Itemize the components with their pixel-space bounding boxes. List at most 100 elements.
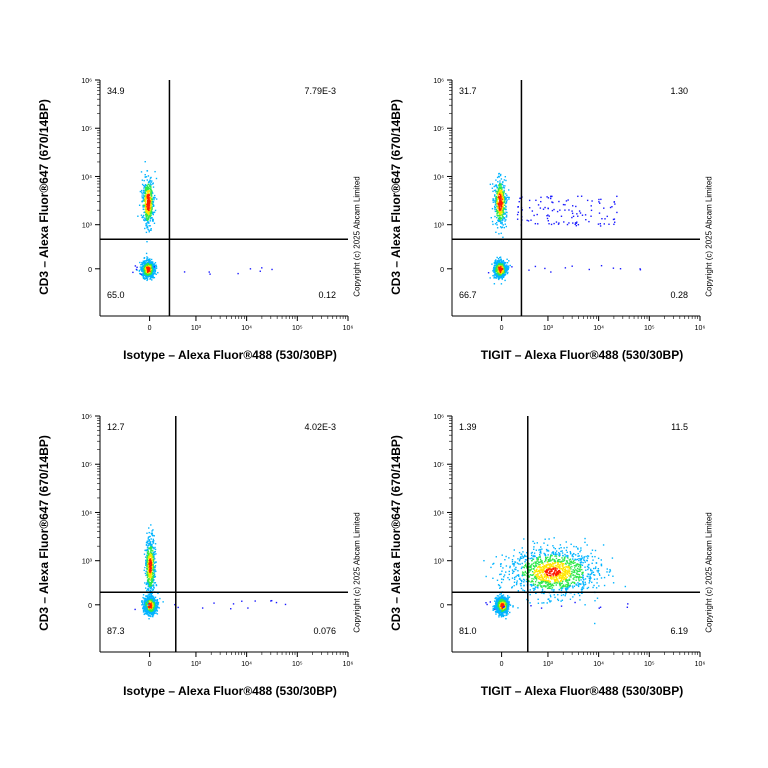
- event-dot: [149, 603, 152, 606]
- event-dot: [499, 267, 502, 269]
- event-dot: [141, 193, 143, 195]
- event-dot: [501, 194, 503, 197]
- event-dot: [145, 541, 148, 544]
- event-dot: [151, 220, 154, 222]
- event-dot: [154, 607, 157, 609]
- event-dot: [505, 270, 508, 272]
- event-dot: [148, 563, 150, 566]
- event-dot: [141, 604, 143, 606]
- event-dot: [150, 263, 152, 266]
- x-tick-label: 0: [148, 325, 152, 332]
- event-dot: [140, 264, 142, 266]
- event-dot: [494, 201, 497, 204]
- event-dot: [146, 213, 149, 215]
- event-dot: [146, 571, 148, 573]
- event-dot: [151, 581, 153, 584]
- event-dot: [156, 599, 158, 601]
- event-dot: [150, 550, 152, 552]
- event-dot: [154, 270, 157, 272]
- event-dot: [153, 587, 155, 589]
- event-dot: [150, 551, 152, 554]
- event-dot: [501, 219, 503, 222]
- event-dot: [585, 218, 587, 221]
- event-dot: [148, 222, 150, 224]
- event-dot: [143, 257, 146, 259]
- y-tick-label: 10⁶: [433, 78, 444, 85]
- event-dot: [150, 541, 152, 543]
- event-dot: [497, 272, 499, 274]
- event-dot: [154, 561, 157, 563]
- event-dot: [500, 191, 503, 194]
- event-dot: [581, 214, 584, 216]
- event-dot: [146, 580, 149, 583]
- event-dot: [564, 267, 567, 269]
- event-dot: [149, 606, 152, 609]
- event-dot: [553, 208, 555, 211]
- event-dot: [493, 268, 496, 270]
- x-tick-label: 10³: [191, 661, 202, 668]
- event-dot: [151, 609, 153, 611]
- event-dot: [493, 271, 496, 274]
- event-dot: [152, 277, 155, 279]
- event-dot: [502, 224, 504, 226]
- event-dot: [145, 582, 148, 584]
- event-dot: [147, 598, 149, 600]
- event-dot: [151, 274, 153, 277]
- event-dot: [496, 598, 499, 601]
- event-dot: [537, 204, 540, 206]
- event-dot: [146, 191, 148, 193]
- event-dot: [140, 263, 143, 266]
- event-dot: [149, 275, 151, 277]
- event-dot: [155, 604, 157, 607]
- event-dot: [156, 600, 158, 603]
- event-dot: [146, 604, 149, 607]
- event-dot: [149, 535, 151, 538]
- event-dot: [147, 538, 149, 540]
- event-dot: [500, 210, 502, 213]
- event-dot: [150, 538, 152, 540]
- event-dot: [153, 612, 155, 614]
- event-dot: [539, 207, 542, 209]
- event-dot: [151, 262, 153, 265]
- event-dot: [149, 267, 152, 269]
- event-dot: [208, 271, 210, 273]
- event-dot: [148, 585, 151, 587]
- event-dot: [152, 560, 155, 563]
- event-dot: [546, 217, 549, 220]
- event-dot: [588, 268, 590, 271]
- event-dot: [209, 273, 211, 275]
- event-dot: [550, 223, 553, 226]
- event-dot: [503, 179, 506, 181]
- event-dot: [143, 270, 145, 272]
- event-dot: [153, 263, 155, 265]
- x-tick-label: 0: [148, 661, 152, 668]
- event-dot: [150, 562, 152, 564]
- event-dot: [153, 204, 155, 207]
- event-dot: [135, 268, 138, 271]
- event-dot: [495, 267, 497, 269]
- event-dot: [147, 257, 149, 259]
- event-dot: [150, 593, 153, 595]
- event-dot: [150, 195, 153, 197]
- event-dot: [148, 265, 150, 268]
- event-dot: [148, 544, 150, 546]
- event-dot: [148, 225, 150, 227]
- event-dot: [613, 201, 616, 203]
- event-dot: [494, 274, 496, 276]
- event-dot: [495, 259, 497, 261]
- event-dot: [144, 227, 146, 230]
- event-dot: [154, 603, 157, 605]
- event-dot: [505, 264, 508, 266]
- event-dot: [152, 540, 154, 543]
- event-dot: [494, 266, 496, 269]
- event-dot: [497, 175, 500, 178]
- event-dot: [492, 198, 494, 200]
- event-dot: [501, 268, 504, 271]
- event-dot: [150, 229, 152, 232]
- event-dot: [505, 211, 507, 213]
- x-axis-label: Isotype – Alexa Fluor®488 (530/30BP): [123, 348, 337, 362]
- event-dot: [152, 264, 155, 266]
- event-dot: [499, 264, 501, 266]
- event-dot: [153, 197, 155, 200]
- event-dot: [139, 190, 142, 193]
